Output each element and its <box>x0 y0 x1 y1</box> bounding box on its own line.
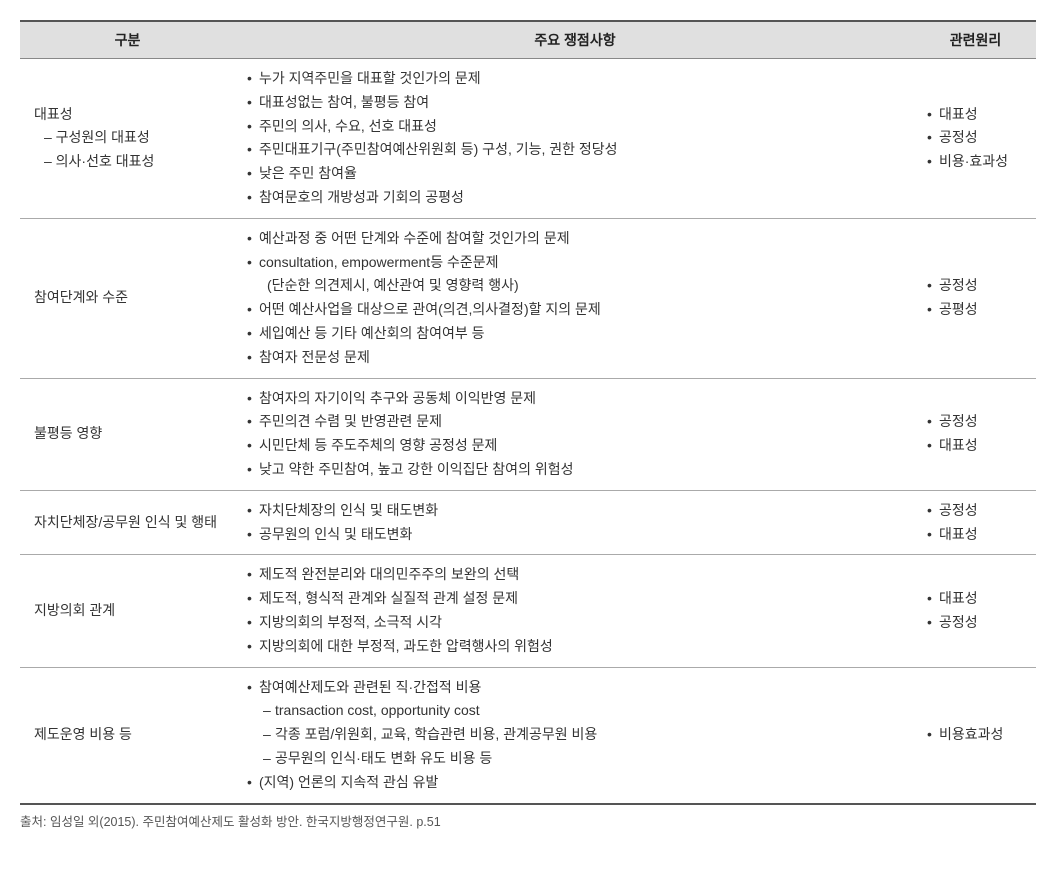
principles-cell: 대표성공정성비용·효과성 <box>915 59 1036 219</box>
issue-item: 시민단체 등 주도주체의 영향 공정성 문제 <box>247 434 903 458</box>
issues-cell: 참여자의 자기이익 추구와 공동체 이익반영 문제주민의견 수렴 및 반영관련 … <box>235 378 915 490</box>
issue-item: 주민대표기구(주민참여예산위원회 등) 구성, 기능, 권한 정당성 <box>247 138 903 162</box>
issues-cell: 누가 지역주민을 대표할 것인가의 문제대표성없는 참여, 불평등 참여주민의 … <box>235 59 915 219</box>
issues-cell: 자치단체장의 인식 및 태도변화공무원의 인식 및 태도변화 <box>235 490 915 555</box>
issue-item: 참여문호의 개방성과 기회의 공평성 <box>247 186 903 210</box>
issues-table: 구분 주요 쟁점사항 관련원리 대표성– 구성원의 대표성– 의사·선호 대표성… <box>20 20 1036 805</box>
issue-item: consultation, empowerment등 수준문제 <box>247 251 903 275</box>
principles-cell: 대표성공정성 <box>915 555 1036 667</box>
header-principles: 관련원리 <box>915 21 1036 59</box>
issue-item: 공무원의 인식·태도 변화 유도 비용 등 <box>247 747 903 771</box>
table-row: 자치단체장/공무원 인식 및 행태 자치단체장의 인식 및 태도변화공무원의 인식… <box>20 490 1036 555</box>
category-cell: 지방의회 관계 <box>20 555 235 667</box>
principle-item: 공정성 <box>927 611 1024 635</box>
principle-item: 공정성 <box>927 499 1024 523</box>
issue-item: 세입예산 등 기타 예산회의 참여여부 등 <box>247 322 903 346</box>
issue-item: 누가 지역주민을 대표할 것인가의 문제 <box>247 67 903 91</box>
principle-item: 공정성 <box>927 274 1024 298</box>
issues-cell: 제도적 완전분리와 대의민주주의 보완의 선택제도적, 형식적 관계와 실질적 … <box>235 555 915 667</box>
table-row: 대표성– 구성원의 대표성– 의사·선호 대표성누가 지역주민을 대표할 것인가… <box>20 59 1036 219</box>
principle-item: 대표성 <box>927 523 1024 547</box>
principles-cell: 공정성대표성 <box>915 378 1036 490</box>
principles-cell: 비용효과성 <box>915 667 1036 803</box>
issue-item: (단순한 의견제시, 예산관여 및 영향력 행사) <box>247 274 903 298</box>
table-header: 구분 주요 쟁점사항 관련원리 <box>20 21 1036 59</box>
issue-item: transaction cost, opportunity cost <box>247 699 903 723</box>
table-body: 대표성– 구성원의 대표성– 의사·선호 대표성누가 지역주민을 대표할 것인가… <box>20 59 1036 804</box>
principle-item: 대표성 <box>927 434 1024 458</box>
issue-item: (지역) 언론의 지속적 관심 유발 <box>247 771 903 795</box>
issue-item: 어떤 예산사업을 대상으로 관여(의견,의사결정)할 지의 문제 <box>247 298 903 322</box>
principle-item: 공정성 <box>927 410 1024 434</box>
principle-item: 대표성 <box>927 587 1024 611</box>
header-issues: 주요 쟁점사항 <box>235 21 915 59</box>
issues-cell: 예산과정 중 어떤 단계와 수준에 참여할 것인가의 문제consultatio… <box>235 218 915 378</box>
issue-item: 공무원의 인식 및 태도변화 <box>247 523 903 547</box>
category-cell: 제도운영 비용 등 <box>20 667 235 803</box>
issue-item: 제도적 완전분리와 대의민주주의 보완의 선택 <box>247 563 903 587</box>
issue-item: 예산과정 중 어떤 단계와 수준에 참여할 것인가의 문제 <box>247 227 903 251</box>
issue-item: 낮고 약한 주민참여, 높고 강한 이익집단 참여의 위험성 <box>247 458 903 482</box>
issue-item: 주민의견 수렴 및 반영관련 문제 <box>247 410 903 434</box>
category-main: 제도운영 비용 등 <box>34 723 223 747</box>
principles-cell: 공정성대표성 <box>915 490 1036 555</box>
principle-item: 공정성 <box>927 126 1024 150</box>
category-main: 자치단체장/공무원 인식 및 행태 <box>34 511 223 535</box>
category-cell: 참여단계와 수준 <box>20 218 235 378</box>
principle-item: 비용효과성 <box>927 723 1024 747</box>
principle-item: 대표성 <box>927 103 1024 127</box>
issue-item: 주민의 의사, 수요, 선호 대표성 <box>247 115 903 139</box>
issue-item: 낮은 주민 참여율 <box>247 162 903 186</box>
table-row: 지방의회 관계 제도적 완전분리와 대의민주주의 보완의 선택제도적, 형식적 관… <box>20 555 1036 667</box>
header-category: 구분 <box>20 21 235 59</box>
issue-item: 각종 포럼/위원회, 교육, 학습관련 비용, 관계공무원 비용 <box>247 723 903 747</box>
issue-item: 참여자 전문성 문제 <box>247 346 903 370</box>
category-cell: 자치단체장/공무원 인식 및 행태 <box>20 490 235 555</box>
category-main: 불평등 영향 <box>34 422 223 446</box>
principles-cell: 공정성공평성 <box>915 218 1036 378</box>
category-sub: – 의사·선호 대표성 <box>34 150 223 174</box>
principle-item: 비용·효과성 <box>927 150 1024 174</box>
issue-item: 자치단체장의 인식 및 태도변화 <box>247 499 903 523</box>
category-cell: 불평등 영향 <box>20 378 235 490</box>
table-row: 제도운영 비용 등 참여예산제도와 관련된 직·간접적 비용transaction… <box>20 667 1036 803</box>
source-citation: 출처: 임성일 외(2015). 주민참여예산제도 활성화 방안. 한국지방행정… <box>20 811 1036 830</box>
category-main: 참여단계와 수준 <box>34 286 223 310</box>
issue-item: 참여자의 자기이익 추구와 공동체 이익반영 문제 <box>247 387 903 411</box>
category-main: 대표성 <box>34 103 223 127</box>
issue-item: 지방의회의 부정적, 소극적 시각 <box>247 611 903 635</box>
issue-item: 제도적, 형식적 관계와 실질적 관계 설정 문제 <box>247 587 903 611</box>
issues-cell: 참여예산제도와 관련된 직·간접적 비용transaction cost, op… <box>235 667 915 803</box>
issue-item: 참여예산제도와 관련된 직·간접적 비용 <box>247 676 903 700</box>
issue-item: 지방의회에 대한 부정적, 과도한 압력행사의 위험성 <box>247 635 903 659</box>
category-cell: 대표성– 구성원의 대표성– 의사·선호 대표성 <box>20 59 235 219</box>
issue-item: 대표성없는 참여, 불평등 참여 <box>247 91 903 115</box>
table-row: 참여단계와 수준 예산과정 중 어떤 단계와 수준에 참여할 것인가의 문제con… <box>20 218 1036 378</box>
category-main: 지방의회 관계 <box>34 599 223 623</box>
principle-item: 공평성 <box>927 298 1024 322</box>
table-row: 불평등 영향 참여자의 자기이익 추구와 공동체 이익반영 문제주민의견 수렴 및… <box>20 378 1036 490</box>
category-sub: – 구성원의 대표성 <box>34 126 223 150</box>
